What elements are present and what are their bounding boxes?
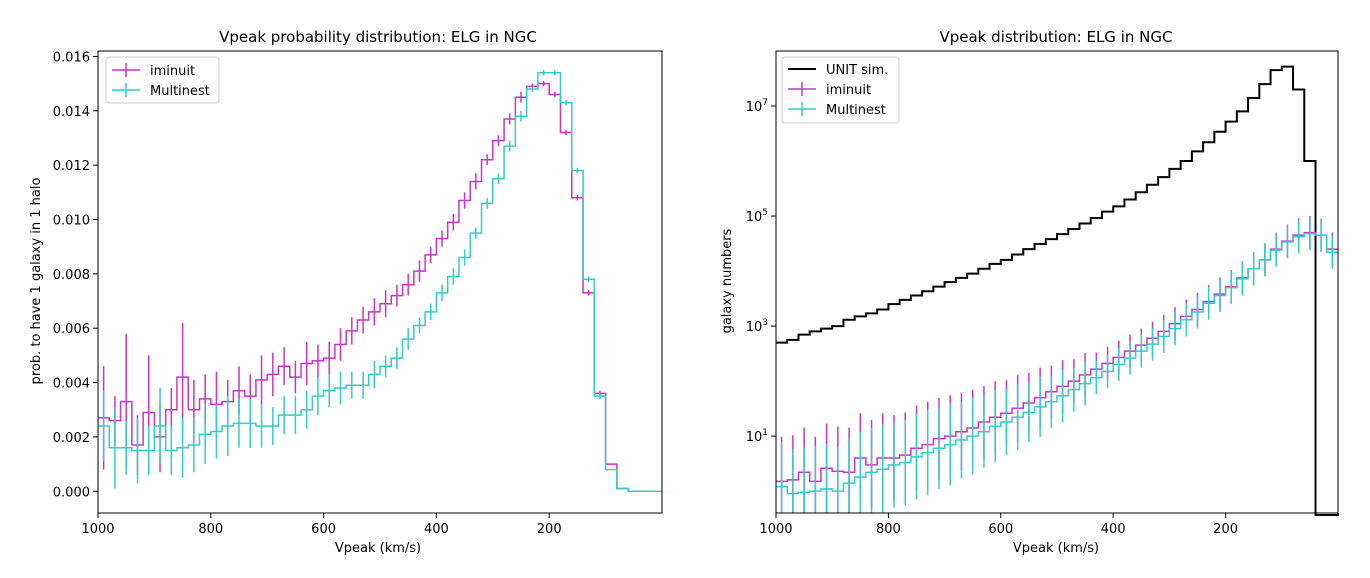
y-tick-label: 0.016 xyxy=(53,50,90,65)
left-chart-legend: iminuit Multinest xyxy=(105,56,220,104)
left-chart-panel: Vpeak probability distribution: ELG in N… xyxy=(29,28,663,556)
series-step-line xyxy=(98,71,662,493)
x-tick-label: 400 xyxy=(1101,522,1126,537)
x-tick-label: 200 xyxy=(537,522,562,537)
right-legend-label-multinest: Multinest xyxy=(826,103,886,118)
left-chart-frame xyxy=(97,50,663,514)
x-tick-label: 600 xyxy=(988,522,1013,537)
y-tick-label: 0.002 xyxy=(53,431,90,446)
x-tick-label: 800 xyxy=(198,522,223,537)
left-chart-title: Vpeak probability distribution: ELG in N… xyxy=(219,28,537,46)
right-chart-ylabel: galaxy numbers xyxy=(720,228,735,333)
right-chart-xlabel: Vpeak (km/s) xyxy=(1013,541,1099,556)
x-tick-label: 600 xyxy=(311,522,336,537)
right-legend-entry-iminuit: iminuit xyxy=(788,82,871,98)
right-chart-legend: UNIT sim. iminuit Multinest xyxy=(781,56,900,124)
y-tick-label: 101 xyxy=(746,428,768,445)
right-chart-title: Vpeak distribution: ELG in NGC xyxy=(940,28,1173,46)
series-multinest xyxy=(98,70,662,493)
left-legend-box xyxy=(105,56,220,104)
series-step-line xyxy=(776,65,1339,516)
y-tick-label: 105 xyxy=(746,208,768,225)
left-chart-series xyxy=(98,70,662,493)
y-tick-label: 0.012 xyxy=(53,159,90,174)
right-legend-label-unit-sim: UNIT sim. xyxy=(826,63,888,78)
left-chart-ticks: 1000 800 600 400 200 0.000 0.002 0.004 0.006 0.00… xyxy=(53,50,562,537)
y-tick-label: 0.014 xyxy=(53,105,90,120)
right-chart-frame xyxy=(775,50,1339,514)
left-chart-xlabel: Vpeak (km/s) xyxy=(335,541,421,556)
left-legend-label-iminuit: iminuit xyxy=(150,64,195,79)
right-legend-box xyxy=(781,56,900,124)
right-chart-panel: Vpeak distribution: ELG in NGC Vpeak (km… xyxy=(720,28,1339,556)
right-chart-series xyxy=(776,65,1339,516)
right-chart-ticks: 1000 800 600 400 200 101 103 105 107 xyxy=(746,98,1238,537)
y-tick-label: 107 xyxy=(746,98,768,115)
x-tick-label: 200 xyxy=(1213,522,1238,537)
series-unit-sim- xyxy=(776,65,1339,516)
x-tick-label: 1000 xyxy=(759,522,792,537)
right-legend-label-iminuit: iminuit xyxy=(826,83,871,98)
y-tick-label: 0.010 xyxy=(53,213,90,228)
left-legend-entry-iminuit: iminuit xyxy=(112,63,195,79)
x-tick-label: 800 xyxy=(876,522,901,537)
right-legend-entry-multinest: Multinest xyxy=(788,102,886,118)
left-legend-label-multinest: Multinest xyxy=(150,84,210,99)
y-tick-label: 0.008 xyxy=(53,268,90,283)
left-chart-ylabel: prob. to have 1 galaxy in 1 halo xyxy=(29,178,44,385)
series-step-line xyxy=(776,231,1338,483)
y-tick-label: 0.000 xyxy=(53,485,90,500)
x-tick-label: 400 xyxy=(424,522,449,537)
right-legend-entry-unit-sim: UNIT sim. xyxy=(788,63,888,78)
y-tick-label: 103 xyxy=(746,318,768,335)
y-tick-label: 0.004 xyxy=(53,377,90,392)
series-multinest xyxy=(776,217,1338,513)
y-tick-label: 0.006 xyxy=(53,322,90,337)
left-legend-entry-multinest: Multinest xyxy=(112,83,210,99)
x-tick-label: 1000 xyxy=(81,522,114,537)
